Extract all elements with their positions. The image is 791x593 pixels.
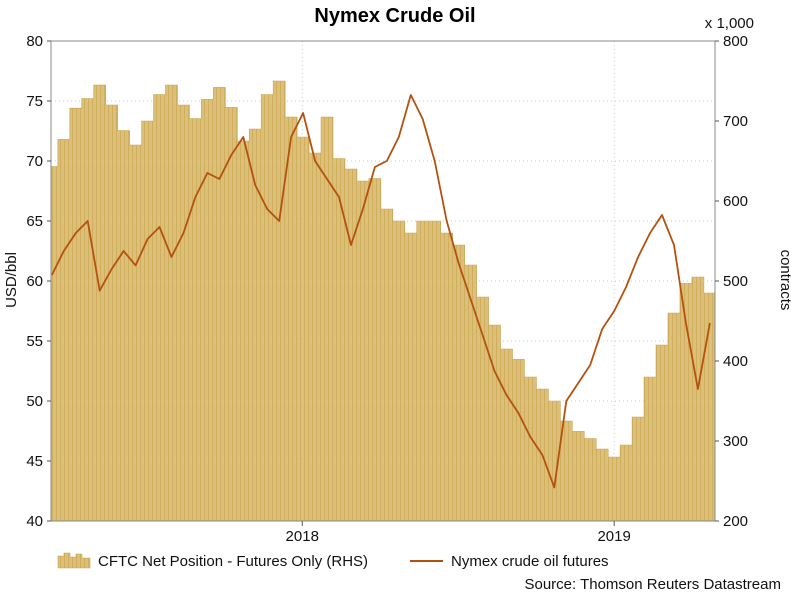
left-tick-label: 40	[26, 513, 43, 530]
left-tick-label: 80	[26, 33, 43, 50]
legend: CFTC Net Position - Futures Only (RHS) N…	[57, 552, 609, 570]
legend-label-crude-price: Nymex crude oil futures	[451, 553, 609, 570]
x-tick-label: 2019	[597, 528, 630, 545]
right-tick-label: 800	[723, 33, 748, 50]
right-axis-label: contracts	[777, 250, 791, 311]
right-tick-label: 500	[723, 273, 748, 290]
left-tick-label: 65	[26, 213, 43, 230]
crude-price-line-layer	[51, 94, 711, 489]
left-tick-label: 45	[26, 453, 43, 470]
left-tick-label: 75	[26, 93, 43, 110]
axes: 80 75 70 65 60 55 50 45 40 800 700 600 500 400 300 200 2…	[26, 33, 748, 545]
left-tick-label: 60	[26, 273, 43, 290]
legend-label-net-position: CFTC Net Position - Futures Only (RHS)	[98, 553, 368, 570]
x-tick-label: 2018	[286, 528, 319, 545]
right-axis-multiplier: x 1,000	[705, 15, 754, 32]
chart-title: Nymex Crude Oil	[314, 5, 475, 27]
source-note: Source: Thomson Reuters Datastream	[524, 576, 781, 593]
legend-area-shape	[57, 552, 91, 569]
right-tick-label: 700	[723, 113, 748, 130]
net-position-area-layer	[50, 80, 716, 522]
right-tick-label: 200	[723, 513, 748, 530]
left-axis-label: USD/bbl	[3, 252, 20, 308]
crude-price-line	[51, 94, 711, 489]
left-tick-label: 70	[26, 153, 43, 170]
right-tick-label: 400	[723, 353, 748, 370]
left-tick-label: 55	[26, 333, 43, 350]
right-tick-label: 600	[723, 193, 748, 210]
net-position-area	[50, 80, 716, 522]
right-tick-label: 300	[723, 433, 748, 450]
legend-swatch-net-position	[57, 552, 91, 569]
left-tick-label: 50	[26, 393, 43, 410]
